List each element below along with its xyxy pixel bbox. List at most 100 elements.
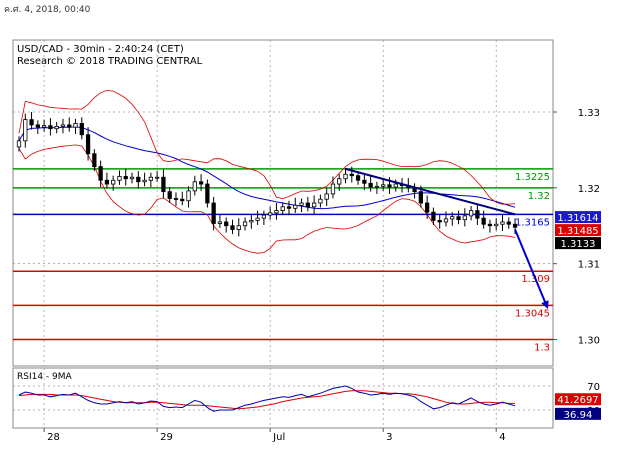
candle-body [60, 124, 66, 127]
candle-body [261, 214, 267, 219]
x-tick-label: 4 [499, 432, 505, 443]
candle-body [387, 184, 392, 188]
candle-body [268, 212, 273, 216]
candle-body [136, 176, 141, 183]
candle-body [337, 178, 342, 185]
candle-body [506, 221, 511, 225]
y-tick-label: 1.32 [578, 184, 600, 195]
candle-body [468, 210, 474, 217]
key-level-label: 1.3045 [515, 308, 550, 319]
candle-body [142, 179, 147, 183]
chart-subtitle: Research © 2018 TRADING CENTRAL [17, 56, 203, 67]
candle-body [73, 122, 78, 128]
candle-body [355, 175, 361, 181]
candle-body [343, 173, 348, 180]
rsi-tag-label: 41.2697 [557, 395, 598, 406]
candle-body [48, 125, 53, 130]
candle-body [512, 223, 518, 228]
candle-body [35, 124, 40, 128]
candle-body [224, 221, 229, 227]
candle-body [487, 223, 493, 227]
candle-body [92, 153, 97, 168]
candle-body [362, 179, 367, 184]
candle-body [167, 191, 172, 199]
candle-body [381, 184, 386, 187]
candle-body [286, 206, 292, 209]
candle-body [443, 218, 449, 223]
candle-body [293, 204, 298, 209]
rsi-line [18, 385, 516, 412]
candle-body [41, 125, 47, 128]
candle-body [456, 216, 461, 221]
rsi-tag-label: 36.94 [564, 410, 593, 421]
candle-body [29, 119, 34, 126]
rsi-series [18, 385, 516, 412]
overlays [345, 167, 549, 310]
candle-body [425, 202, 430, 213]
candle-body [437, 220, 442, 223]
candle-body [418, 191, 423, 204]
candle-body [255, 217, 260, 221]
candle-body [475, 210, 480, 219]
candle-body [230, 225, 235, 230]
candle-body [324, 193, 329, 200]
bollinger-lower-line [18, 144, 516, 254]
candle-body [54, 126, 59, 130]
y-tick-label: 1.31 [578, 260, 600, 271]
candle-body [274, 210, 279, 214]
candle-body [462, 215, 467, 221]
candle-body [217, 221, 223, 224]
y-tick-label: 1.33 [578, 108, 600, 119]
candles [16, 112, 518, 237]
rsi-tick-label: 70 [587, 382, 600, 393]
candle-body [123, 176, 128, 180]
candle-body [242, 221, 248, 227]
candle-body [85, 134, 91, 155]
candle-body [180, 198, 185, 202]
indicators [18, 89, 516, 254]
candle-body [500, 221, 505, 225]
candle-body [249, 220, 254, 223]
rsi-ma-line [18, 390, 515, 410]
candle-body [104, 179, 110, 185]
candle-body [330, 183, 336, 195]
candle-body [299, 202, 304, 206]
price-tag-box [555, 237, 601, 250]
x-tick-label: 29 [160, 432, 173, 443]
candle-body [431, 211, 436, 221]
rsi-label: RSI14 - 9MA [17, 372, 73, 382]
rsi-tag-box [555, 407, 601, 420]
candle-body [481, 217, 486, 225]
candle-body [280, 206, 285, 211]
candle-body [192, 181, 197, 192]
candle-body [236, 225, 241, 230]
candle-body [318, 198, 323, 204]
candle-body [23, 119, 28, 142]
candle-body [117, 176, 122, 181]
chart-title: USD/CAD - 30min - 2:40:24 (CET) [17, 44, 184, 55]
price-tag-label: 1.31614 [557, 213, 598, 224]
key-level-label: 1.3 [534, 342, 550, 353]
candle-body [305, 202, 310, 208]
candle-body [148, 176, 153, 181]
candle-body [311, 202, 317, 208]
price-tags: 1.31614 1.31485 1.3133 41.2697 36.94 [555, 211, 601, 421]
y-tick-label: 1.30 [578, 335, 600, 346]
rsi-panel [12, 367, 554, 429]
candle-body [349, 173, 354, 177]
candle-body [67, 124, 72, 128]
candle-body [173, 198, 179, 200]
candle-body [155, 176, 160, 179]
moving-average-line [18, 126, 516, 210]
bollinger-upper-line [18, 89, 516, 205]
candle-body [368, 182, 373, 188]
y-axis: 1.301.311.321.333070 [553, 108, 600, 417]
key-level-label: 1.32 [528, 191, 550, 202]
x-tick-label: 3 [386, 432, 392, 443]
price-tag-box [555, 211, 601, 224]
candle-body [450, 216, 455, 220]
timestamp: ค.ศ. 4, 2018, 00:40 [4, 5, 91, 15]
candle-body [374, 185, 380, 188]
candle-body [494, 223, 499, 227]
